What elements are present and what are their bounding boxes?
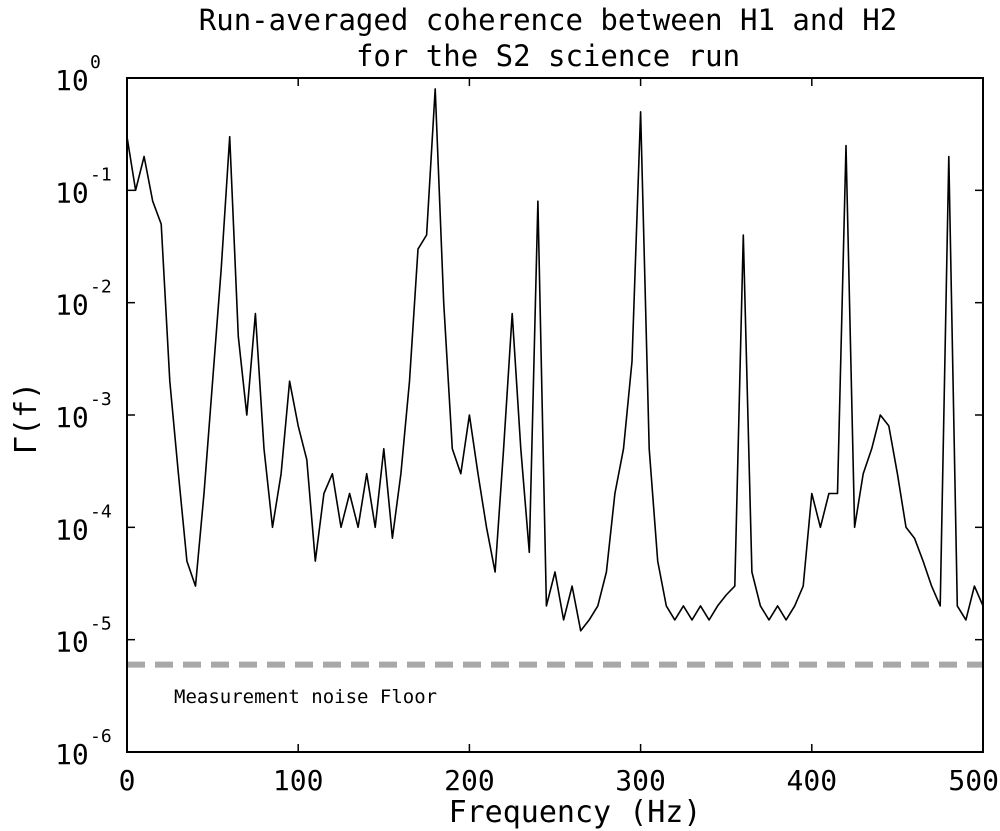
y-tick-label-exponent: 0: [90, 52, 101, 73]
coherence-series-line: [127, 88, 983, 632]
y-tick-label-base: 10: [55, 626, 89, 659]
y-tick-label-base: 10: [55, 176, 89, 209]
x-axis-label: Frequency (Hz): [449, 795, 702, 830]
y-tick-label-base: 10: [55, 289, 89, 322]
x-tick-label: 500: [948, 764, 999, 797]
y-tick-label-exponent: -3: [90, 389, 112, 410]
x-tick-label: 300: [615, 764, 666, 797]
noise-floor-label-box: [162, 677, 498, 715]
noise-floor-label: Measurement noise Floor: [174, 686, 437, 708]
chart-title-line-1: Run-averaged coherence between H1 and H2: [199, 3, 897, 37]
plot-frame: [126, 77, 984, 753]
x-tick-label: 400: [787, 764, 838, 797]
y-tick-label-exponent: -1: [90, 164, 112, 185]
y-tick-label-exponent: -5: [90, 614, 112, 635]
x-tick-label: 100: [273, 764, 324, 797]
y-tick-label-exponent: -2: [90, 277, 112, 298]
series-layer: [127, 88, 983, 632]
chart-title-line-2: for the S2 science run: [356, 39, 740, 73]
y-tick-label-base: 10: [55, 513, 89, 546]
y-tick-label-base: 10: [55, 738, 89, 771]
y-tick-label-exponent: -6: [90, 726, 112, 747]
x-tick-label: 0: [119, 764, 136, 797]
x-tick-label: 200: [444, 764, 495, 797]
y-tick-label-base: 10: [55, 64, 89, 97]
y-tick-label-base: 10: [55, 401, 89, 434]
ticks-layer: [126, 77, 984, 753]
tick-labels-layer: 0 100 200 300 400 50010-610-510-410-310-210-1…: [55, 52, 999, 797]
y-axis-label: Γ(f): [9, 382, 44, 454]
y-tick-label-exponent: -4: [90, 501, 112, 522]
